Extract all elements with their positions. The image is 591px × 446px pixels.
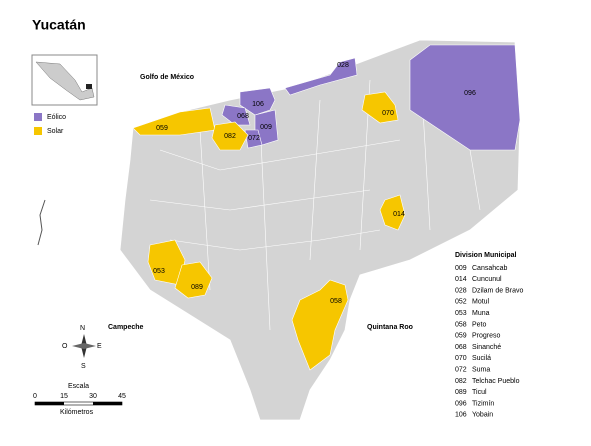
zone-label: 053	[153, 268, 165, 275]
compass-label: S	[81, 363, 86, 370]
coast-line	[37, 199, 46, 246]
scale-bar	[35, 402, 64, 405]
scale-tick-label: 0	[33, 393, 37, 400]
compass-label: O	[62, 343, 68, 350]
municipality-name: Cansahcab	[472, 265, 508, 272]
legend-label: Solar	[47, 128, 64, 135]
zone	[291, 279, 349, 371]
municipality-code: 028	[455, 287, 467, 294]
municipality-name: Yobain	[472, 412, 493, 419]
place-label: Golfo de México	[140, 74, 194, 81]
municipality-code: 058	[455, 321, 467, 328]
zone	[409, 44, 521, 151]
municipality-code: 070	[455, 355, 467, 362]
municipality-code: 014	[455, 276, 467, 283]
zone	[211, 121, 249, 151]
zone-label: 082	[224, 133, 236, 140]
list-title: Division Municipal	[455, 252, 517, 259]
municipality-name: Dzilam de Bravo	[472, 287, 523, 294]
municipality-code: 089	[455, 389, 467, 396]
inset-highlight	[86, 84, 92, 89]
municipality-code: 053	[455, 310, 467, 317]
scale-tick-label: 45	[118, 393, 126, 400]
zone-label: 072	[248, 135, 260, 142]
map-title: Yucatán	[32, 17, 86, 33]
legend-swatch	[34, 127, 42, 135]
zone	[361, 91, 399, 124]
municipality-name: Tizimín	[472, 400, 494, 407]
zone-label: 059	[156, 125, 168, 132]
place-label: Quintana Roo	[367, 324, 413, 331]
municipality-name: Sucilá	[472, 355, 491, 362]
municipality-code: 072	[455, 367, 467, 374]
zone-label: 070	[382, 110, 394, 117]
scale-tick-label: 15	[60, 393, 68, 400]
municipality-name: Peto	[472, 321, 487, 328]
compass-label: E	[97, 343, 102, 350]
municipality-name: Motul	[472, 299, 490, 306]
municipality-name: Ticul	[472, 389, 487, 396]
zone-label: 096	[464, 90, 476, 97]
municipality-name: Telchac Pueblo	[472, 378, 520, 385]
compass-label: N	[80, 325, 85, 332]
zone-label: 106	[252, 101, 264, 108]
zone-label: 009	[260, 124, 272, 131]
zone	[239, 87, 276, 116]
municipality-code: 096	[455, 400, 467, 407]
municipality-code: 059	[455, 333, 467, 340]
legend-label: Eólico	[47, 114, 66, 121]
zone-label: 068	[237, 113, 249, 120]
scale-title: Escala	[68, 383, 89, 390]
place-label: Campeche	[108, 324, 144, 331]
zone	[174, 261, 213, 299]
scale-tick-label: 30	[89, 393, 97, 400]
scale-bar	[93, 402, 122, 405]
zone	[284, 57, 358, 96]
municipal-borders	[149, 59, 481, 331]
municipality-name: Muna	[472, 310, 490, 317]
legend-swatch	[34, 113, 42, 121]
municipality-name: Sinanché	[472, 344, 501, 351]
zone	[244, 129, 263, 149]
municipality-code: 082	[455, 378, 467, 385]
zone	[254, 109, 279, 146]
compass: N S E O	[62, 325, 102, 370]
municipality-name: Suma	[472, 367, 490, 374]
zone-label: 089	[191, 284, 203, 291]
zone-label: 058	[330, 298, 342, 305]
municipality-code: 068	[455, 344, 467, 351]
zone-label: 028	[337, 62, 349, 69]
zone-label: 014	[393, 211, 405, 218]
inset-country	[35, 61, 95, 101]
zone	[379, 194, 406, 231]
scale-unit: Kilómetros	[60, 409, 94, 416]
municipality-code: 052	[455, 299, 467, 306]
municipality-code: 106	[455, 412, 467, 419]
municipality-code: 009	[455, 265, 467, 272]
municipality-name: Cuncunul	[472, 276, 502, 283]
zone	[221, 104, 251, 126]
municipality-name: Progreso	[472, 333, 501, 340]
